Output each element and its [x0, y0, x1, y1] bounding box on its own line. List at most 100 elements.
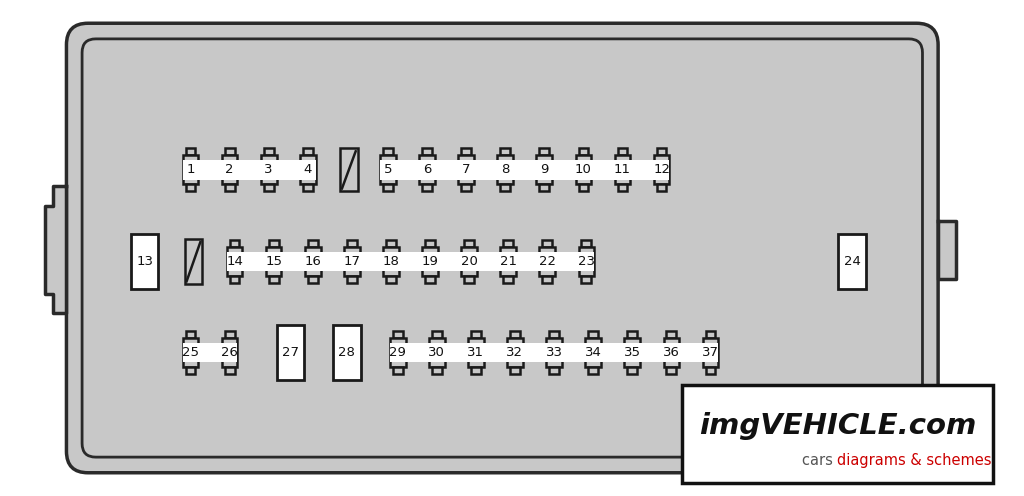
Bar: [185, 148, 196, 155]
Bar: [501, 247, 516, 276]
Bar: [390, 338, 406, 367]
Bar: [308, 240, 317, 247]
Bar: [185, 367, 196, 374]
Bar: [540, 185, 549, 191]
Bar: [229, 240, 240, 247]
Text: 27: 27: [282, 346, 299, 359]
Bar: [333, 325, 360, 380]
Text: 6: 6: [423, 163, 431, 176]
Bar: [226, 247, 243, 276]
Text: 33: 33: [546, 346, 562, 359]
Bar: [582, 276, 591, 283]
Text: 24: 24: [844, 255, 860, 268]
Bar: [226, 252, 594, 271]
Bar: [540, 247, 555, 276]
Text: 26: 26: [221, 346, 238, 359]
Bar: [429, 338, 444, 367]
Bar: [268, 276, 279, 283]
Bar: [222, 338, 238, 367]
Bar: [664, 338, 679, 367]
Text: 11: 11: [614, 163, 631, 176]
Bar: [682, 385, 993, 483]
Bar: [303, 185, 312, 191]
Bar: [347, 276, 356, 283]
Bar: [422, 185, 432, 191]
Text: 17: 17: [343, 255, 360, 268]
Bar: [303, 148, 312, 155]
Text: 18: 18: [382, 255, 399, 268]
Bar: [300, 155, 315, 185]
Bar: [182, 343, 238, 363]
Bar: [510, 367, 520, 374]
Bar: [501, 185, 510, 191]
Bar: [276, 325, 304, 380]
Bar: [432, 331, 441, 338]
Text: 19: 19: [422, 255, 438, 268]
Bar: [224, 331, 234, 338]
Bar: [617, 148, 628, 155]
Bar: [501, 148, 510, 155]
Text: 30: 30: [428, 346, 445, 359]
Bar: [702, 338, 718, 367]
Bar: [422, 247, 438, 276]
Text: 21: 21: [500, 255, 517, 268]
Bar: [182, 155, 199, 185]
Bar: [653, 155, 670, 185]
Bar: [614, 155, 631, 185]
Bar: [468, 338, 483, 367]
Bar: [185, 331, 196, 338]
Bar: [185, 185, 196, 191]
Bar: [464, 276, 474, 283]
Bar: [383, 185, 393, 191]
Bar: [628, 331, 637, 338]
Bar: [229, 276, 240, 283]
Bar: [264, 148, 273, 155]
Text: 5: 5: [384, 163, 392, 176]
Bar: [182, 338, 199, 367]
Bar: [540, 148, 549, 155]
Bar: [839, 234, 866, 289]
Text: 12: 12: [653, 163, 670, 176]
Bar: [471, 367, 481, 374]
Text: 22: 22: [539, 255, 556, 268]
Bar: [224, 148, 234, 155]
Text: cars: cars: [802, 452, 838, 468]
Bar: [386, 276, 395, 283]
Bar: [422, 148, 432, 155]
Bar: [588, 367, 598, 374]
Bar: [667, 331, 676, 338]
Text: imgVEHICLE.com: imgVEHICLE.com: [698, 412, 976, 440]
Bar: [380, 160, 670, 180]
Bar: [579, 185, 588, 191]
Bar: [224, 185, 234, 191]
Bar: [261, 155, 276, 185]
Bar: [575, 155, 591, 185]
Bar: [510, 331, 520, 338]
Text: 37: 37: [701, 346, 719, 359]
Bar: [184, 239, 203, 284]
Text: 29: 29: [389, 346, 407, 359]
Text: 3: 3: [264, 163, 273, 176]
Text: 4: 4: [304, 163, 312, 176]
Polygon shape: [45, 186, 67, 313]
Text: 8: 8: [501, 163, 509, 176]
Bar: [706, 331, 716, 338]
Text: 28: 28: [339, 346, 355, 359]
Bar: [390, 343, 718, 363]
Bar: [503, 240, 513, 247]
Bar: [340, 148, 357, 191]
Text: 31: 31: [467, 346, 484, 359]
Bar: [543, 240, 552, 247]
Text: 7: 7: [462, 163, 470, 176]
Bar: [628, 367, 637, 374]
Bar: [461, 148, 471, 155]
Text: 16: 16: [304, 255, 322, 268]
Text: 34: 34: [585, 346, 601, 359]
Bar: [579, 148, 588, 155]
Bar: [459, 155, 474, 185]
Bar: [383, 247, 398, 276]
Bar: [498, 155, 513, 185]
Bar: [425, 240, 435, 247]
Bar: [617, 185, 628, 191]
Bar: [464, 240, 474, 247]
